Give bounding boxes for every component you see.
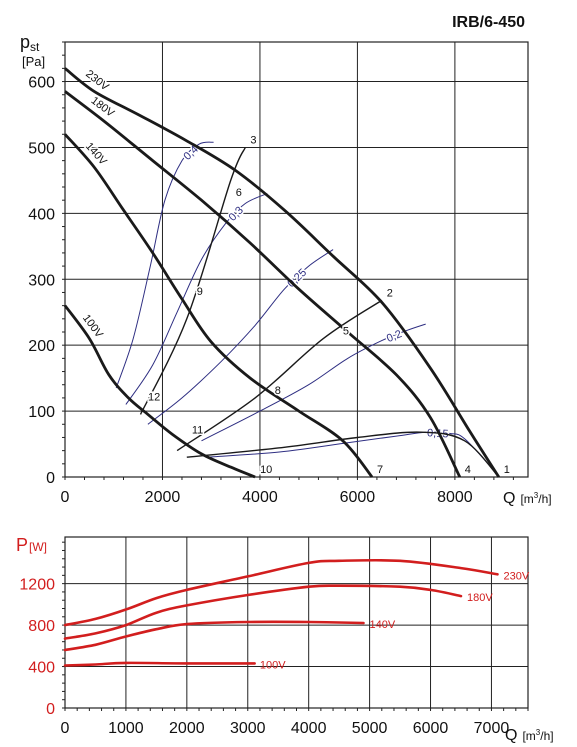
power-x-tick-label: 4000 — [291, 720, 327, 737]
pressure-axis-label: pst — [20, 32, 40, 54]
pressure-efficiency-lines: 0,40,30,250,20,15 — [115, 141, 495, 471]
power-x-tick-label: 1000 — [108, 720, 144, 737]
power-grid — [64, 536, 529, 709]
efficiency-label-0-2: 0,2 — [385, 328, 404, 345]
pressure-x-tick-label: 0 — [61, 489, 70, 506]
power-x-tick-label: 0 — [61, 720, 70, 737]
operating-point-label-6: 6 — [236, 187, 242, 199]
operating-point-label-9: 9 — [197, 286, 203, 298]
power-curve-label-140v: 140V — [370, 619, 396, 631]
operating-point-label-3: 3 — [250, 134, 256, 146]
power-curve-180v — [63, 584, 463, 640]
power-curves: 230V 180V 140V 100V — [63, 558, 530, 671]
operating-point-label-10: 10 — [260, 464, 272, 476]
pressure-y-tick-label: 300 — [28, 272, 55, 289]
fan-curve-label-180v: 180V — [89, 95, 117, 121]
pressure-y-tick-label: 400 — [28, 206, 55, 223]
fan-curve-140v — [63, 133, 374, 478]
power-curve-label-230v: 230V — [504, 570, 530, 582]
power-axis-label: P[W] — [16, 535, 47, 555]
efficiency-line-0-25 — [147, 249, 334, 425]
power-curve-label-180v: 180V — [467, 592, 493, 604]
flow-axis-label-bottom: Q [m3/h] — [505, 727, 554, 744]
flow-axis-label-top: Q [m3/h] — [503, 490, 552, 507]
power-curve-140v — [63, 620, 365, 652]
pressure-x-tick-label: 2000 — [145, 489, 181, 506]
operating-point-label-5: 5 — [343, 326, 349, 338]
power-curve-230v — [63, 558, 499, 627]
pressure-y-tick-label: 200 — [28, 338, 55, 355]
system-line-1 — [186, 431, 500, 478]
operating-point-label-12: 12 — [148, 392, 160, 404]
pressure-y-tick-label: 600 — [28, 75, 55, 92]
operating-point-label-7: 7 — [377, 464, 383, 476]
power-x-tick-label: 3000 — [230, 720, 266, 737]
power-y-tick-label: 400 — [28, 660, 55, 677]
power-y-tick-label: 1200 — [19, 577, 55, 594]
power-x-tick-label: 2000 — [169, 720, 205, 737]
pressure-grid — [64, 41, 529, 478]
pressure-y-tick-label: 0 — [46, 470, 55, 487]
power-minor-ticks — [62, 541, 529, 711]
power-y-tick-label: 800 — [28, 618, 55, 635]
operating-point-label-11: 11 — [192, 424, 203, 436]
power-tick-labels: 0 400 800 1200 0 1000 2000 3000 4000 5000 6000 7000 — [19, 577, 509, 737]
pressure-system-lines — [139, 147, 500, 478]
pressure-x-tick-label: 4000 — [242, 489, 278, 506]
power-x-tick-label: 5000 — [352, 720, 388, 737]
pressure-y-tick-label: 100 — [28, 404, 55, 421]
pressure-minor-ticks — [62, 41, 514, 480]
system-line-2 — [176, 299, 383, 452]
power-x-tick-label: 7000 — [474, 720, 510, 737]
efficiency-line-0-4 — [115, 141, 214, 389]
power-curve-100v — [63, 661, 256, 667]
operating-point-label-1: 1 — [504, 464, 510, 476]
system-line-3 — [139, 147, 246, 415]
model-title: IRB/6-450 — [452, 14, 525, 31]
pressure-x-tick-label: 8000 — [437, 489, 473, 506]
pressure-frame — [64, 41, 529, 478]
efficiency-line-0-3 — [125, 193, 268, 405]
fan-curve-label-230v: 230V — [83, 68, 111, 94]
power-y-tick-label: 0 — [46, 701, 55, 718]
operating-point-label-4: 4 — [465, 464, 471, 476]
pressure-axis-unit: [Pa] — [22, 54, 45, 69]
efficiency-label-0-3: 0,3 — [227, 204, 246, 223]
fan-curve-100v — [63, 304, 256, 479]
fan-curve-label-100v: 100V — [80, 312, 105, 340]
efficiency-line-0-15 — [206, 431, 495, 471]
fan-curve-230v — [64, 67, 500, 478]
operating-point-label-8: 8 — [275, 385, 281, 397]
pressure-x-tick-label: 6000 — [340, 489, 376, 506]
pressure-y-tick-label: 500 — [28, 140, 55, 157]
power-x-tick-label: 6000 — [413, 720, 449, 737]
operating-point-label-2: 2 — [387, 287, 393, 299]
fan-curve-label-140v: 140V — [83, 140, 109, 168]
efficiency-line-0-2 — [201, 323, 426, 442]
fan-curve-180v — [64, 90, 462, 478]
power-curve-label-100v: 100V — [260, 659, 286, 671]
power-chart: 230V 180V 140V 100V 0 400 800 1200 0 1000 2000 300… — [16, 535, 554, 744]
